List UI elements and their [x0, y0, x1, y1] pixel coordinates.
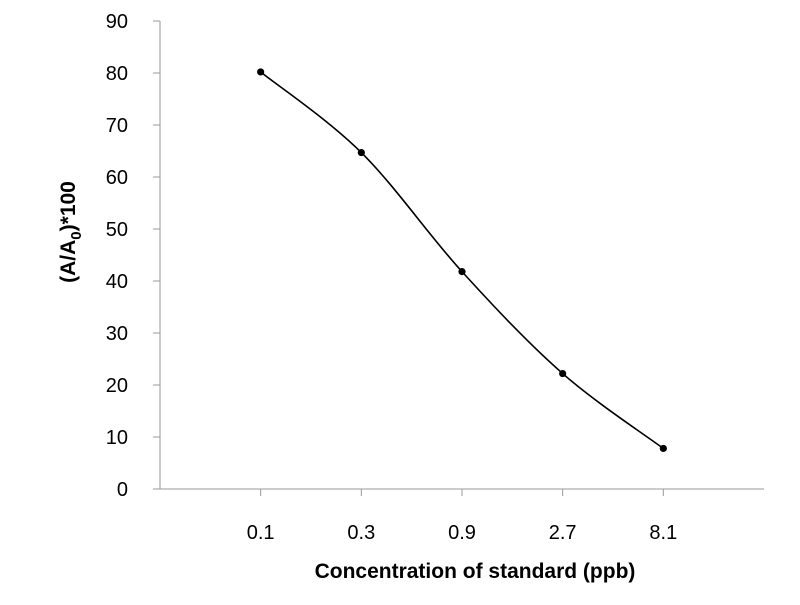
y-tick-label: 80: [106, 63, 128, 85]
data-point-marker: [458, 268, 466, 276]
y-axis-title-subscript: 0: [68, 231, 85, 239]
y-tick-label: 0: [117, 479, 128, 501]
y-tick-label: 50: [106, 219, 128, 241]
y-tick-label: 30: [106, 323, 128, 345]
series-line: [260, 71, 664, 450]
y-tick-label: 20: [106, 375, 128, 397]
data-point-marker: [257, 68, 265, 76]
x-tick-label: 0.1: [247, 522, 275, 544]
y-tick-label: 70: [106, 115, 128, 137]
y-tick-label: 40: [106, 271, 128, 293]
y-tick-label: 60: [106, 167, 128, 189]
data-point-marker: [559, 369, 567, 378]
x-axis: 0.1 0.3 0.9 2.7 8.1: [160, 488, 764, 544]
y-tick-label: 90: [106, 11, 128, 33]
y-tick-label: 10: [106, 427, 128, 449]
data-point-marker: [659, 444, 667, 453]
x-tick-label: 8.1: [649, 522, 677, 544]
x-axis-title: Concentration of standard (ppb): [315, 560, 636, 583]
x-tick-label: 0.9: [448, 522, 476, 544]
y-axis: 0 10 20 30 40 50 60 70 80 90: [106, 11, 161, 501]
x-tick-label: 2.7: [549, 522, 577, 544]
x-tick-label: 0.3: [347, 522, 375, 544]
y-axis-title-suffix: )*100: [57, 181, 80, 231]
series: [257, 68, 667, 453]
data-point-marker: [357, 148, 365, 157]
y-axis-title: (A/A0)*100: [57, 181, 85, 283]
y-axis-title-prefix: (A/A: [57, 240, 80, 283]
